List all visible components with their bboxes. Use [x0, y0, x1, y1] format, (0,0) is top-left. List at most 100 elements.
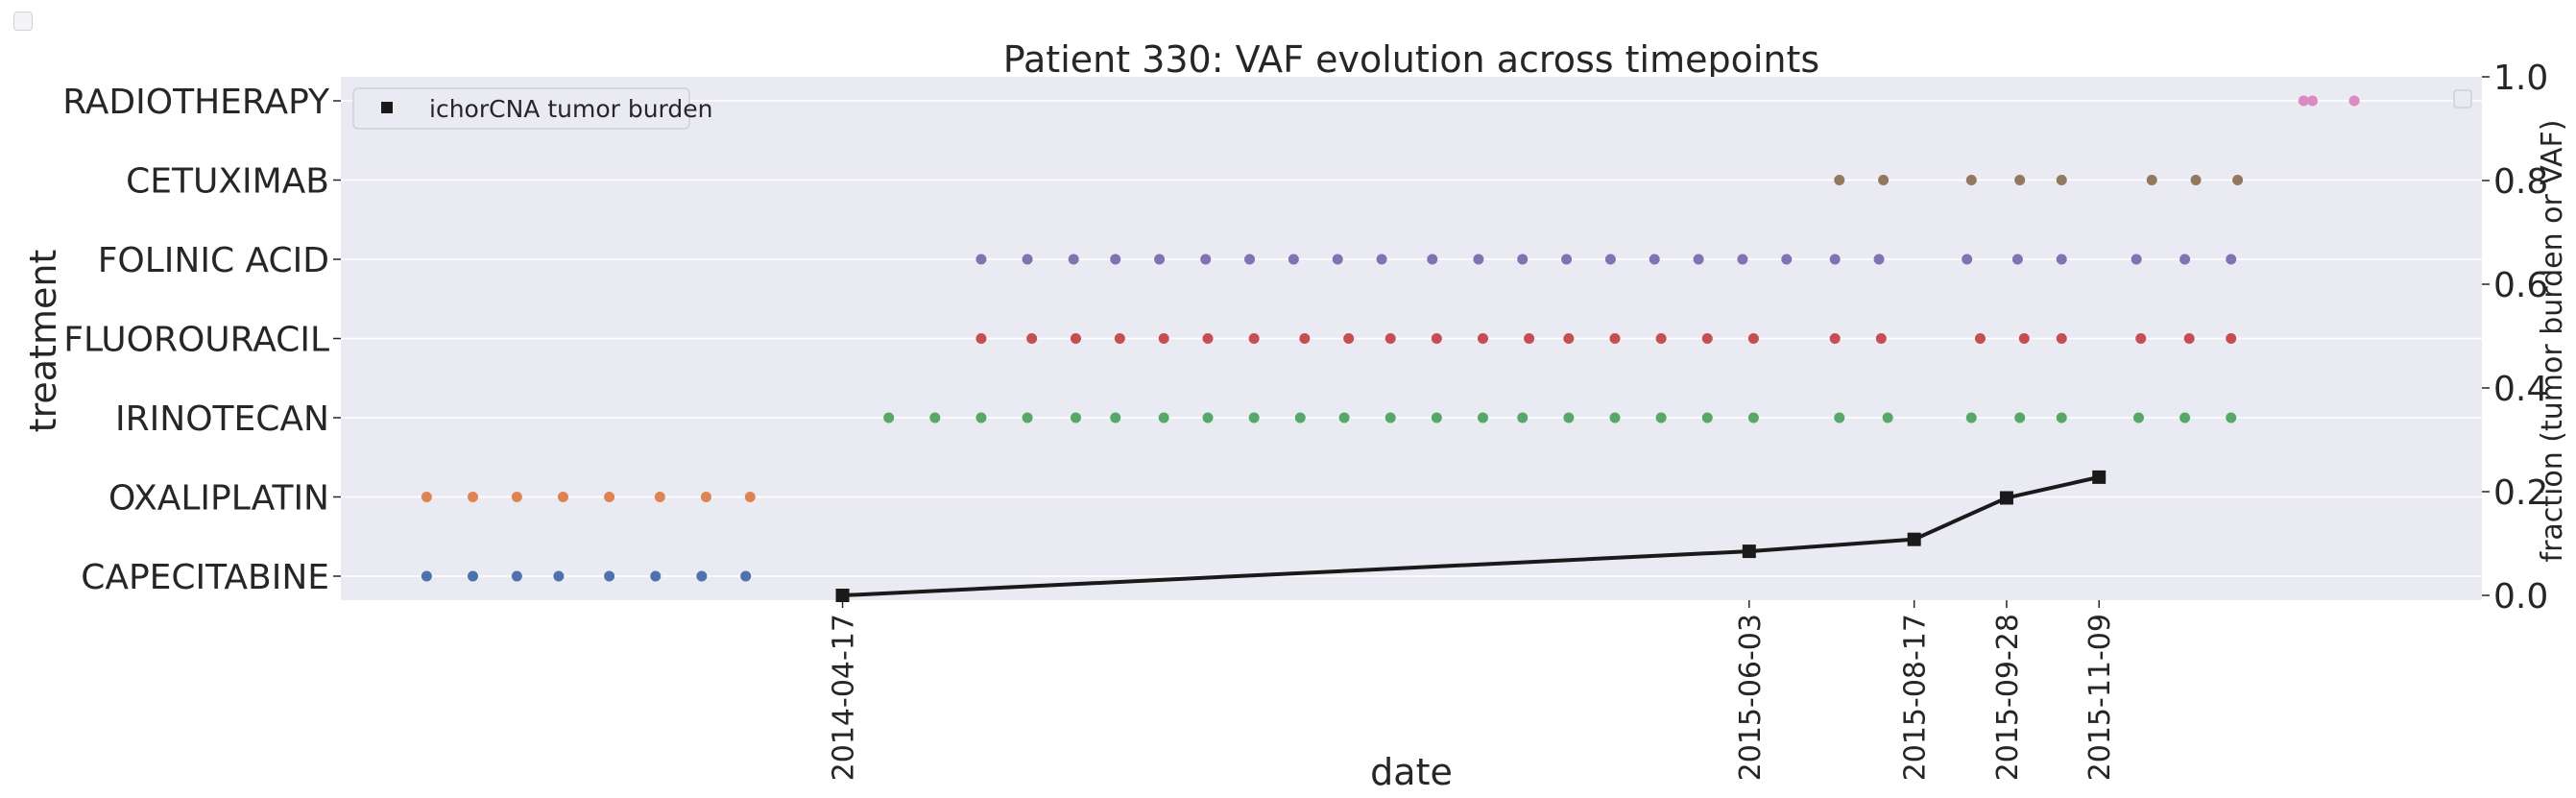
treatment-point: [700, 492, 711, 502]
treatment-point: [511, 492, 522, 502]
left-tick-label: OXALIPLATIN: [108, 479, 329, 519]
tumor-burden-point: [835, 589, 850, 602]
treatment-point: [1384, 412, 1396, 423]
treatment-point: [1878, 175, 1890, 185]
treatment-point: [1248, 412, 1260, 423]
right-axis-label: fraction (tumor burden or VAF): [2536, 120, 2569, 563]
treatment-point: [975, 412, 987, 423]
treatment-point: [1158, 412, 1169, 423]
left-tick-label: FLUOROURACIL: [63, 321, 329, 360]
treatment-point: [2348, 95, 2360, 107]
treatment-point: [1974, 333, 1986, 344]
treatment-point: [1517, 412, 1529, 423]
left-tick-label: RADIOTHERAPY: [62, 83, 330, 122]
left-axis-label: treatment: [22, 250, 64, 433]
treatment-point: [2056, 175, 2067, 185]
left-tick-label: CAPECITABINE: [81, 558, 329, 597]
treatment-point: [557, 492, 568, 502]
treatment-point: [1965, 412, 1977, 423]
treatment-point: [2179, 254, 2191, 265]
treatment-point: [1244, 254, 1256, 265]
legend-marker: [381, 102, 393, 113]
treatment-point: [1747, 333, 1759, 344]
treatment-point: [1332, 254, 1343, 265]
treatment-point: [1154, 254, 1166, 265]
treatment-point: [1604, 254, 1616, 265]
treatment-point: [975, 254, 987, 265]
treatment-point: [2135, 333, 2147, 344]
treatment-point: [1070, 333, 1081, 344]
treatment-point: [2014, 412, 2026, 423]
tumor-burden-point: [1907, 532, 1921, 546]
treatment-point: [740, 570, 752, 582]
x-tick-label: 2015-11-09: [2083, 614, 2117, 781]
treatment-point: [2011, 254, 2023, 265]
treatment-point: [1563, 412, 1575, 423]
treatment-point: [2226, 412, 2237, 423]
treatment-point: [1477, 412, 1488, 423]
treatment-point: [1655, 412, 1667, 423]
treatment-point: [421, 570, 432, 582]
treatment-point: [696, 570, 708, 582]
right-tick-label: 1.0: [2493, 59, 2548, 98]
figure-toolbar-box: [13, 12, 33, 31]
treatment-point: [1609, 333, 1621, 344]
treatment-point: [1427, 254, 1438, 265]
legend: ichorCNA tumor burden: [352, 87, 2472, 130]
legend-label: ichorCNA tumor burden: [429, 95, 712, 123]
x-tick-label: 2015-09-28: [1991, 614, 2025, 781]
x-tick-label: 2015-08-17: [1899, 614, 1933, 781]
treatment-point: [1473, 254, 1484, 265]
treatment-point: [1431, 333, 1442, 344]
treatment-point: [1299, 333, 1311, 344]
treatment-point: [1747, 412, 1759, 423]
treatment-point: [2056, 333, 2067, 344]
right-tick-label: 0.0: [2493, 577, 2548, 617]
treatment-point: [1655, 333, 1667, 344]
treatment-point: [1873, 254, 1885, 265]
treatment-point: [1110, 412, 1121, 423]
treatment-point: [1834, 412, 1845, 423]
treatment-point: [1649, 254, 1660, 265]
treatment-point: [1068, 254, 1079, 265]
left-tick-label: IRINOTECAN: [115, 399, 329, 439]
treatment-point: [553, 570, 565, 582]
left-tick-label: CETUXIMAB: [126, 162, 329, 202]
right-tick-label: 0.2: [2493, 473, 2548, 513]
treatment-point: [2056, 412, 2067, 423]
tumor-burden-series: [835, 470, 2107, 602]
treatment-point: [2307, 95, 2319, 107]
legend-box: [352, 87, 690, 130]
treatment-point: [468, 570, 479, 582]
left-axis: CAPECITABINE OXALIPLATIN IRINOTECAN FLUOROU…: [62, 83, 341, 597]
treatment-point: [1294, 412, 1306, 423]
right-axis: 0.0 0.2 0.4 0.6 0.8 1.0: [2482, 59, 2548, 617]
treatment-point: [1609, 412, 1621, 423]
treatment-point: [1200, 254, 1212, 265]
right-tick-label: 0.4: [2493, 370, 2548, 409]
treatment-point: [744, 492, 756, 502]
tumor-burden-point: [1742, 544, 1756, 559]
x-tick-label: 2014-04-17: [828, 614, 861, 781]
treatment-point: [1384, 333, 1396, 344]
treatment-point: [654, 492, 665, 502]
treatment-point: [1070, 412, 1081, 423]
treatment-point: [1563, 333, 1575, 344]
x-tick-label: 2015-06-03: [1734, 614, 1768, 781]
treatment-marks: [421, 95, 2360, 582]
treatment-point: [1202, 412, 1214, 423]
treatment-point: [1158, 333, 1169, 344]
treatment-point: [2226, 333, 2237, 344]
right-tick-label: 0.8: [2493, 162, 2548, 202]
treatment-point: [1701, 412, 1713, 423]
treatment-point: [1829, 254, 1841, 265]
left-tick-label: FOLINIC ACID: [98, 241, 329, 280]
treatment-point: [2298, 95, 2309, 107]
treatment-point: [1737, 254, 1748, 265]
treatment-point: [1022, 254, 1033, 265]
treatment-point: [1248, 333, 1260, 344]
treatment-point: [1431, 412, 1442, 423]
treatment-point: [1875, 333, 1887, 344]
treatment-point: [2018, 333, 2030, 344]
